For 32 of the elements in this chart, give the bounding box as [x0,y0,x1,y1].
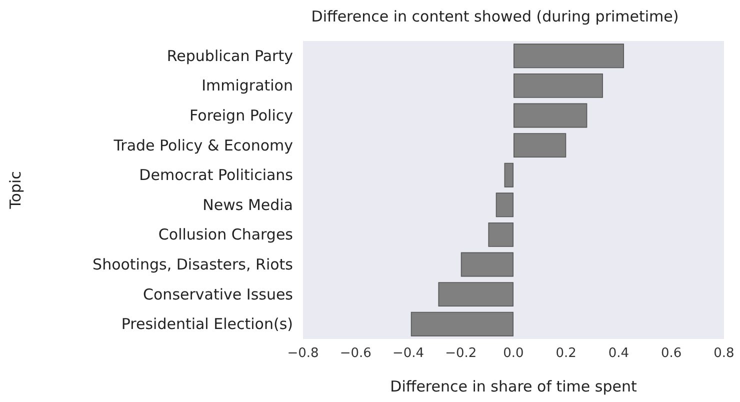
chart-title: Difference in content showed (during primetime) [311,8,679,26]
bar [514,73,603,98]
y-tick-label: Immigration [202,76,293,95]
y-tick-label: Republican Party [166,46,294,65]
bar [488,222,514,247]
bar [514,133,566,158]
bar [504,162,514,188]
bar [438,282,514,307]
y-tick-label: Foreign Policy [190,106,294,124]
bar [514,103,588,128]
y-tick-label: Collusion Charges [158,226,294,244]
x-tick-label: 0.2 [556,346,576,361]
y-tick-label: News Media [202,196,293,214]
x-axis-title: Difference in share of time spent [390,378,637,396]
x-tick-label: 0.8 [714,346,734,361]
y-tick-label: Presidential Election(s) [121,315,293,334]
x-tick-label: −0.6 [340,346,372,361]
y-tick-label: Conservative Issues [143,285,294,304]
y-axis-title: Topic [6,171,24,210]
x-tick-label: 0.0 [503,346,524,361]
x-tick-label: 0.6 [661,346,682,361]
y-tick-label: Trade Policy & Economy [112,136,294,154]
x-tick-label: 0.4 [608,346,630,361]
x-tick-label: −0.2 [445,346,477,361]
bar [460,252,514,277]
bar [496,192,514,218]
x-tick-label: −0.4 [392,346,424,361]
y-tick-label: Shootings, Disasters, Riots [92,256,294,274]
y-tick-label: Democrat Politicians [139,166,294,184]
bar [410,312,514,336]
bar [514,44,624,68]
x-tick-label: −0.8 [287,346,319,361]
